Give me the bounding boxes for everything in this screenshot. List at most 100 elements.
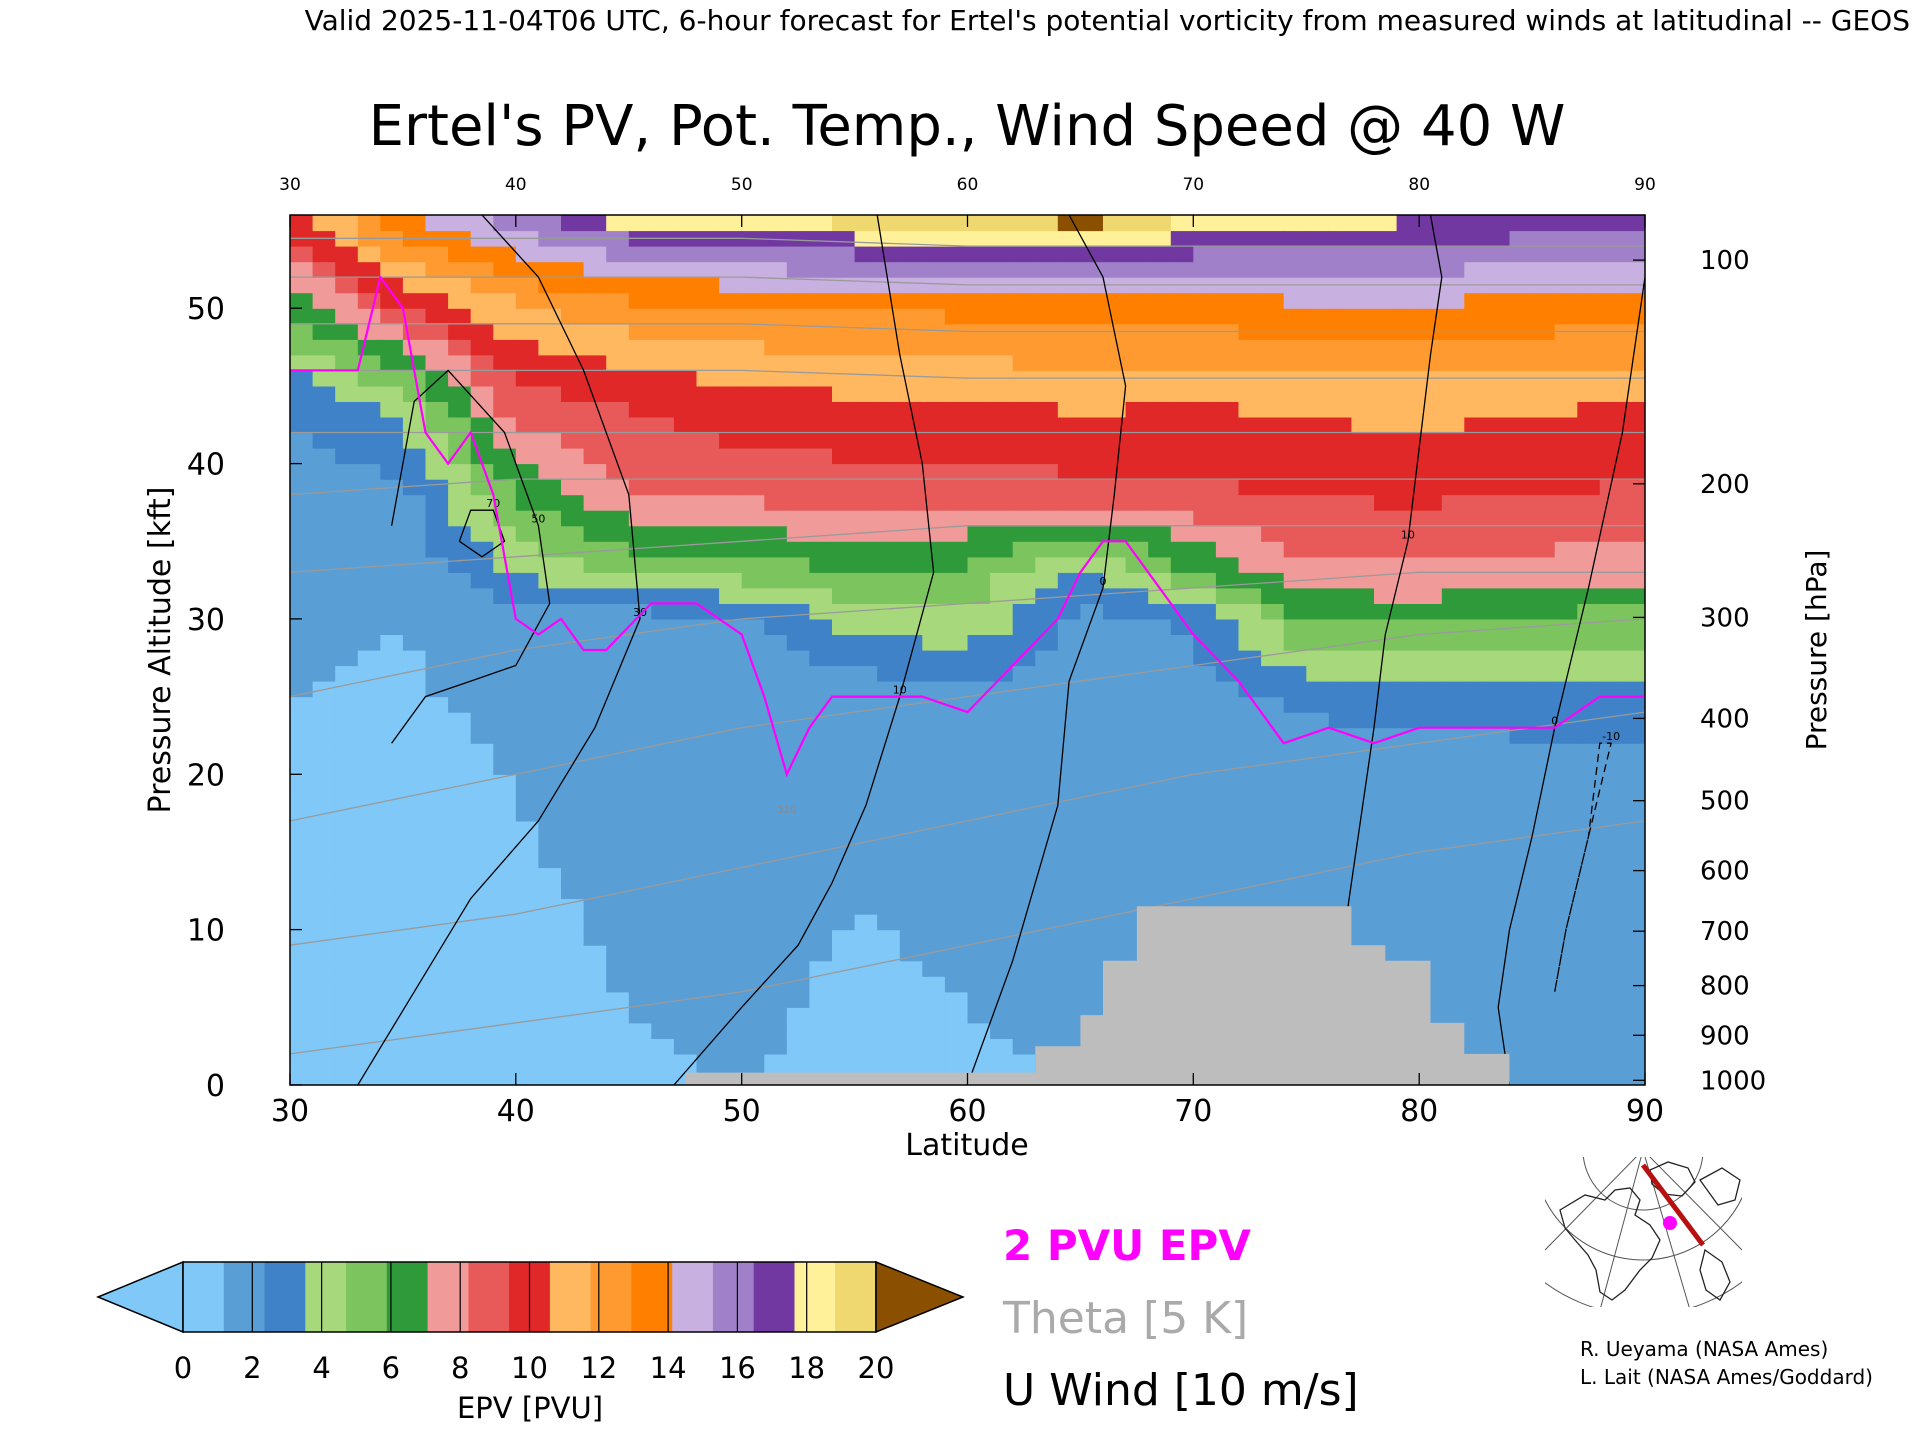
pv-cell bbox=[1622, 354, 1645, 371]
pv-cell bbox=[1080, 712, 1104, 729]
pv-cell bbox=[786, 867, 810, 884]
pv-cell bbox=[1012, 572, 1036, 589]
pv-cell bbox=[922, 618, 946, 635]
pv-cell bbox=[1238, 572, 1262, 589]
pv-cell bbox=[515, 448, 539, 465]
pv-cell bbox=[1622, 510, 1645, 527]
pv-cell bbox=[786, 339, 810, 356]
pv-cell bbox=[1103, 463, 1127, 480]
pv-cell bbox=[493, 417, 517, 434]
pv-cell bbox=[1396, 867, 1420, 884]
pv-cell bbox=[1215, 510, 1240, 527]
pv-cell bbox=[786, 587, 810, 604]
pv-cell bbox=[628, 883, 652, 900]
pv-cell bbox=[1012, 448, 1036, 465]
pv-cell bbox=[312, 277, 336, 294]
pv-cell bbox=[944, 898, 969, 915]
pv-cell bbox=[741, 215, 765, 232]
pv-cell bbox=[380, 1022, 404, 1039]
pv-cell bbox=[380, 945, 404, 962]
pv-cell bbox=[357, 991, 381, 1008]
pv-cell bbox=[1012, 618, 1036, 635]
pv-cell bbox=[493, 929, 517, 946]
pv-cell bbox=[1419, 914, 1443, 931]
pv-cell bbox=[1374, 541, 1398, 558]
pv-cell bbox=[967, 852, 991, 869]
pv-cell bbox=[1441, 572, 1465, 589]
pv-cell bbox=[1103, 261, 1127, 278]
map-graticule bbox=[1545, 1157, 1637, 1251]
pv-cell bbox=[1328, 572, 1352, 589]
pv-cell bbox=[606, 1038, 630, 1055]
pv-cell bbox=[606, 463, 630, 480]
pv-cell bbox=[1193, 712, 1217, 729]
pv-cell bbox=[1464, 618, 1488, 635]
pv-cell bbox=[538, 494, 562, 511]
pv-cell bbox=[673, 914, 698, 931]
pv-cell bbox=[1261, 805, 1285, 822]
pv-cell bbox=[312, 883, 336, 900]
pv-cell bbox=[470, 587, 494, 604]
pv-cell bbox=[990, 339, 1014, 356]
pv-cell bbox=[1261, 525, 1285, 542]
pv-cell bbox=[832, 370, 856, 387]
pv-cell bbox=[922, 215, 946, 232]
pv-cell bbox=[561, 929, 585, 946]
pv-cell bbox=[673, 292, 698, 309]
pv-cell bbox=[1374, 230, 1398, 247]
pv-cell bbox=[1577, 836, 1601, 853]
pv-cell bbox=[1057, 1007, 1081, 1024]
pv-cell bbox=[944, 960, 969, 977]
pv-cell bbox=[1103, 805, 1127, 822]
pv-cell bbox=[1486, 587, 1511, 604]
pv-cell bbox=[741, 370, 765, 387]
pv-cell bbox=[1328, 727, 1352, 744]
pv-cell bbox=[1396, 385, 1420, 402]
pv-cell bbox=[1351, 696, 1375, 713]
pv-cell bbox=[357, 743, 381, 760]
pv-cell bbox=[628, 634, 652, 651]
pv-cell bbox=[448, 417, 472, 434]
pv-cell bbox=[922, 681, 946, 698]
pv-cell bbox=[1577, 308, 1601, 325]
pv-cell bbox=[335, 525, 359, 542]
pv-cell bbox=[1532, 339, 1556, 356]
pv-cell bbox=[1396, 246, 1420, 263]
pv-cell bbox=[1306, 712, 1330, 729]
pv-cell bbox=[357, 1069, 381, 1085]
pv-cell bbox=[854, 370, 878, 387]
pv-cell bbox=[922, 432, 946, 449]
pv-cell bbox=[967, 618, 991, 635]
pv-cell bbox=[990, 836, 1014, 853]
pv-cell bbox=[335, 945, 359, 962]
pv-cell bbox=[628, 945, 652, 962]
pv-cell bbox=[899, 836, 923, 853]
pv-cell bbox=[967, 914, 991, 931]
pv-cell bbox=[1125, 432, 1149, 449]
pv-cell bbox=[1622, 230, 1645, 247]
pv-cell bbox=[1396, 618, 1420, 635]
pv-cell bbox=[290, 572, 314, 589]
pv-cell bbox=[470, 354, 494, 371]
pv-cell bbox=[899, 541, 923, 558]
pv-cell bbox=[854, 976, 878, 993]
pv-cell bbox=[335, 261, 359, 278]
pv-cell bbox=[922, 246, 946, 263]
pv-cell bbox=[1125, 587, 1149, 604]
pv-cell bbox=[1577, 385, 1601, 402]
pv-cell bbox=[990, 417, 1014, 434]
pv-cell bbox=[493, 339, 517, 356]
pv-cell bbox=[1215, 401, 1240, 418]
pv-cell bbox=[1464, 914, 1488, 931]
pv-cell bbox=[1441, 354, 1465, 371]
pv-cell bbox=[786, 246, 810, 263]
pv-cell bbox=[944, 650, 969, 667]
pv-cell bbox=[1261, 448, 1285, 465]
pv-cell bbox=[583, 665, 607, 682]
pv-cell bbox=[493, 1007, 517, 1024]
pv-cell bbox=[470, 618, 494, 635]
pv-cell bbox=[1148, 774, 1172, 791]
pv-cell bbox=[1374, 339, 1398, 356]
pv-cell bbox=[673, 385, 698, 402]
pv-cell bbox=[515, 587, 539, 604]
